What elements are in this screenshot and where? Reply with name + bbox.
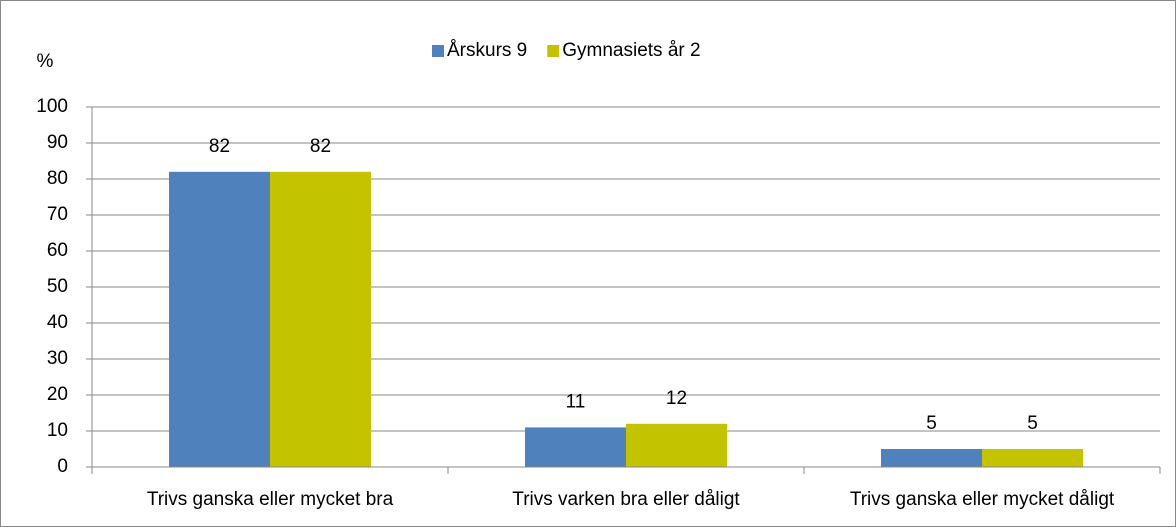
bar <box>881 449 982 467</box>
bar <box>270 171 371 468</box>
y-tick-label: 40 <box>47 312 68 333</box>
legend-swatch <box>547 45 560 57</box>
data-label: 12 <box>666 388 687 409</box>
y-tick-label: 70 <box>47 204 68 225</box>
x-tick-label: Trivs varken bra eller dåligt <box>512 489 740 510</box>
y-tick-label: 20 <box>47 384 68 405</box>
y-tick-label: 0 <box>57 456 68 477</box>
x-tick-label: Trivs ganska eller mycket bra <box>147 489 394 510</box>
bar <box>169 171 270 468</box>
legend-swatch <box>432 45 444 57</box>
y-tick-label: 30 <box>47 348 68 369</box>
y-tick-label: 80 <box>47 168 68 189</box>
data-label: 5 <box>1027 413 1038 434</box>
data-label: 82 <box>310 136 331 157</box>
y-tick-label: 10 <box>47 420 68 441</box>
y-tick-label: 100 <box>36 96 68 117</box>
bar <box>982 449 1083 467</box>
y-tick-label: 50 <box>47 276 68 297</box>
bar <box>626 423 727 467</box>
bar <box>525 427 626 467</box>
data-label: 11 <box>566 391 586 412</box>
legend-label: Gymnasiets år 2 <box>562 40 700 61</box>
y-tick-label: 90 <box>47 132 68 153</box>
data-label: 5 <box>926 413 937 434</box>
y-axis-label: % <box>37 51 54 72</box>
legend-label: Årskurs 9 <box>447 40 527 61</box>
x-tick-label: Trivs ganska eller mycket dåligt <box>850 489 1115 510</box>
y-tick-label: 60 <box>47 240 68 261</box>
data-label: 82 <box>209 136 230 157</box>
